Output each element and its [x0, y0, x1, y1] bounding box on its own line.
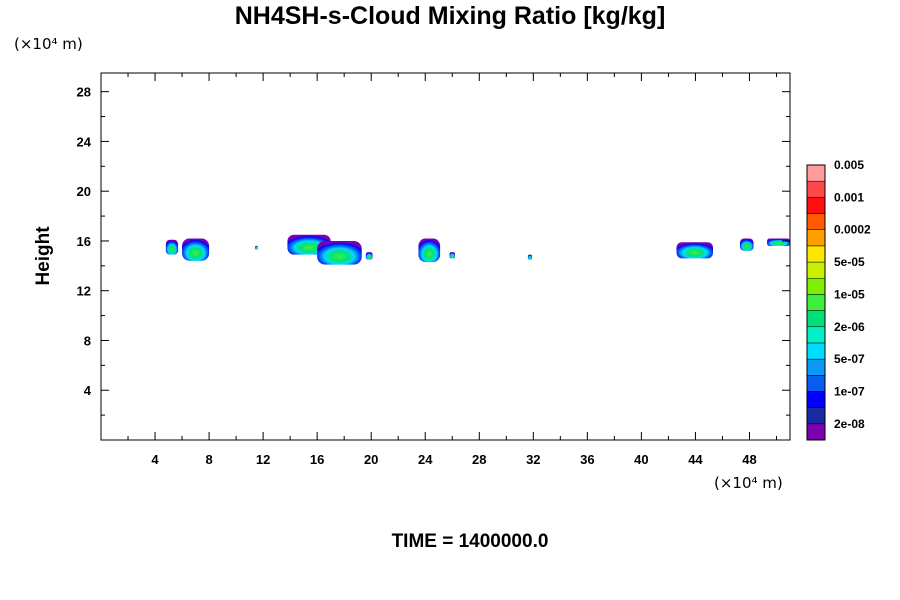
- colorbar-label: 0.005: [834, 158, 864, 172]
- colorbar-label: 1e-07: [834, 384, 865, 398]
- x-tick-label: 20: [364, 452, 378, 467]
- cloud-region-9: [676, 242, 713, 259]
- x-tick-label: 16: [310, 452, 324, 467]
- cloud-layer: [165, 234, 790, 265]
- x-tick-label: 24: [418, 452, 433, 467]
- x-unit-label: (×10⁴ m): [714, 474, 783, 492]
- time-label: TIME = 1400000.0: [391, 531, 549, 552]
- colorbar-cell-3: [806, 375, 826, 392]
- colorbar-cell-15: [806, 180, 826, 198]
- colorbar-cell-16: [806, 164, 826, 182]
- colorbar-label: 0.0002: [834, 223, 871, 237]
- chart-title: NH4SH-s-Cloud Mixing Ratio [kg/kg]: [234, 2, 666, 30]
- colorbar-cell-13: [806, 213, 826, 230]
- colorbar-label: 2e-06: [834, 320, 865, 334]
- colorbar-cell-14: [806, 197, 826, 214]
- y-tick-label: 28: [77, 85, 91, 100]
- colorbar-cell-9: [806, 277, 826, 295]
- y-tick-label: 24: [77, 134, 92, 149]
- colorbar-label: 2e-08: [834, 417, 865, 431]
- colorbar-cell-7: [806, 310, 826, 328]
- cloud-region-7: [449, 252, 455, 259]
- x-tick-label: 44: [688, 452, 703, 467]
- cloud-region-4: [317, 240, 362, 265]
- colorbar-label: 5e-07: [834, 352, 865, 366]
- colorbar-cell-5: [806, 342, 826, 360]
- y-tick-label: 4: [84, 383, 92, 398]
- colorbar-label: 0.001: [834, 190, 864, 204]
- colorbar-label: 1e-05: [834, 287, 865, 301]
- colorbar-cell-6: [806, 326, 826, 344]
- colorbar-cell-10: [806, 261, 826, 279]
- x-tick-label: 40: [634, 452, 648, 467]
- cloud-region-11: [767, 238, 790, 246]
- colorbar-cell-11: [806, 245, 826, 263]
- x-tick-label: 36: [580, 452, 594, 467]
- cloud-region-5: [365, 252, 373, 260]
- colorbar-cell-0: [806, 423, 826, 441]
- y-axis-label: Height: [33, 226, 54, 286]
- y-tick-label: 20: [77, 184, 91, 199]
- x-tick-label: 48: [742, 452, 756, 467]
- colorbar-cell-2: [806, 391, 826, 408]
- y-tick-label: 8: [84, 333, 91, 348]
- colorbar-cell-1: [806, 407, 826, 425]
- y-tick-label: 16: [77, 234, 91, 249]
- cloud-region-2: [255, 245, 258, 250]
- y-unit-label: (×10⁴ m): [14, 35, 83, 53]
- x-tick-label: 4: [151, 452, 159, 467]
- x-tick-label: 8: [205, 452, 212, 467]
- y-axis: 4 8 12 16 20 24 28: [77, 85, 790, 416]
- x-tick-label: 12: [256, 452, 270, 467]
- x-tick-label: 28: [472, 452, 486, 467]
- colorbar: 2e-08 1e-07 5e-07 2e-06 1e-05 5e-05 0.0002 0.00…: [806, 158, 871, 441]
- colorbar-label: 5e-05: [834, 255, 865, 269]
- x-tick-label: 32: [526, 452, 540, 467]
- x-axis: 4 8 12 16 20 24 28 32 36 40 44 48: [127, 73, 777, 467]
- cloud-region-8: [527, 254, 532, 260]
- cloud-region-6: [418, 238, 441, 263]
- y-tick-label: 12: [77, 284, 91, 299]
- colorbar-cell-4: [806, 358, 826, 376]
- colorbar-cell-8: [806, 294, 826, 311]
- cloud-region-10: [740, 238, 754, 251]
- colorbar-frame: [806, 164, 826, 441]
- colorbar-cell-12: [806, 229, 826, 247]
- cloud-region-0: [165, 239, 179, 255]
- cloud-region-1: [182, 238, 210, 261]
- plot-frame: [100, 72, 791, 441]
